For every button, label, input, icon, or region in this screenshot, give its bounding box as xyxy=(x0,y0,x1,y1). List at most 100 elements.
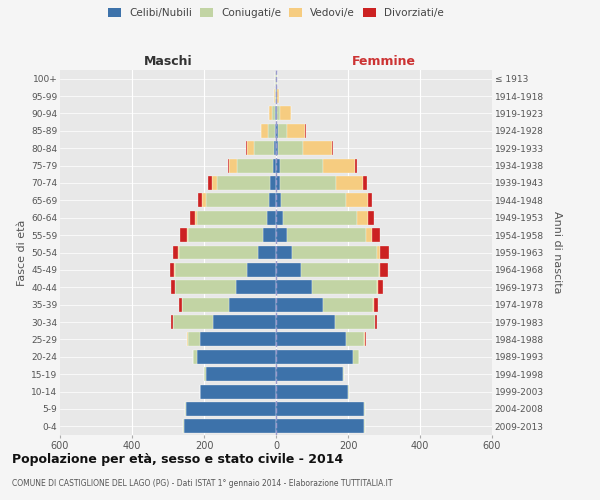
Bar xyxy=(206,194,269,207)
Bar xyxy=(275,106,276,120)
Bar xyxy=(323,158,355,172)
Bar xyxy=(208,176,212,190)
Bar xyxy=(348,384,349,398)
Bar xyxy=(346,332,364,346)
Bar xyxy=(276,89,277,103)
Bar xyxy=(366,228,373,242)
Bar xyxy=(276,176,280,190)
Bar xyxy=(332,142,333,155)
Bar xyxy=(373,228,380,242)
Bar xyxy=(213,315,276,329)
Bar xyxy=(171,315,173,329)
Bar xyxy=(355,158,357,172)
Bar xyxy=(323,298,373,312)
Bar xyxy=(276,106,277,120)
Bar xyxy=(343,367,344,381)
Bar xyxy=(335,315,375,329)
Legend: Celibi/Nubili, Coniugati/e, Vedovi/e, Divorziati/e: Celibi/Nubili, Coniugati/e, Vedovi/e, Di… xyxy=(108,8,444,18)
Text: Popolazione per età, sesso e stato civile - 2014: Popolazione per età, sesso e stato civil… xyxy=(12,452,343,466)
Bar xyxy=(276,298,323,312)
Bar xyxy=(200,332,276,346)
Bar xyxy=(269,106,272,120)
Bar xyxy=(276,211,283,224)
Bar xyxy=(276,332,346,346)
Bar xyxy=(195,211,197,224)
Bar xyxy=(353,350,359,364)
Bar xyxy=(276,420,364,434)
Bar xyxy=(287,124,305,138)
Bar xyxy=(277,106,280,120)
Bar xyxy=(258,246,276,260)
Bar xyxy=(276,367,343,381)
Bar xyxy=(188,332,200,346)
Bar xyxy=(170,280,175,294)
Bar xyxy=(276,280,312,294)
Bar xyxy=(188,228,263,242)
Bar xyxy=(276,384,348,398)
Text: Maschi: Maschi xyxy=(143,55,193,68)
Bar xyxy=(173,246,178,260)
Bar xyxy=(204,367,206,381)
Bar xyxy=(336,176,363,190)
Bar xyxy=(276,158,280,172)
Bar xyxy=(379,263,380,277)
Bar xyxy=(190,211,195,224)
Bar xyxy=(274,142,276,155)
Bar xyxy=(378,280,383,294)
Bar xyxy=(276,350,353,364)
Bar xyxy=(173,315,213,329)
Bar xyxy=(175,263,247,277)
Bar xyxy=(278,124,287,138)
Bar xyxy=(261,124,268,138)
Bar xyxy=(380,263,388,277)
Bar xyxy=(200,384,276,398)
Bar xyxy=(268,124,275,138)
Bar xyxy=(247,263,276,277)
Bar xyxy=(269,176,276,190)
Bar xyxy=(287,228,366,242)
Bar xyxy=(301,263,379,277)
Bar xyxy=(236,280,276,294)
Bar xyxy=(184,420,276,434)
Bar xyxy=(229,158,237,172)
Bar xyxy=(292,246,377,260)
Bar xyxy=(276,194,281,207)
Bar xyxy=(283,211,357,224)
Bar xyxy=(277,89,279,103)
Bar xyxy=(193,350,197,364)
Bar xyxy=(178,246,179,260)
Bar xyxy=(278,142,303,155)
Bar xyxy=(182,298,229,312)
Bar xyxy=(276,315,335,329)
Bar xyxy=(170,263,175,277)
Y-axis label: Anni di nascita: Anni di nascita xyxy=(553,211,562,294)
Bar xyxy=(228,158,229,172)
Bar xyxy=(303,142,332,155)
Bar xyxy=(276,124,278,138)
Bar xyxy=(380,246,389,260)
Bar xyxy=(280,176,336,190)
Bar xyxy=(276,402,364,416)
Bar xyxy=(269,194,276,207)
Bar xyxy=(202,194,206,207)
Bar xyxy=(312,280,377,294)
Bar xyxy=(346,194,368,207)
Bar xyxy=(186,402,276,416)
Bar xyxy=(179,298,182,312)
Bar xyxy=(374,298,378,312)
Bar xyxy=(373,298,374,312)
Bar xyxy=(247,142,254,155)
Bar xyxy=(280,158,323,172)
Text: COMUNE DI CASTIGLIONE DEL LAGO (PG) - Dati ISTAT 1° gennaio 2014 - Elaborazione : COMUNE DI CASTIGLIONE DEL LAGO (PG) - Da… xyxy=(12,479,392,488)
Bar xyxy=(206,367,276,381)
Bar xyxy=(357,211,368,224)
Bar xyxy=(280,106,291,120)
Bar xyxy=(276,263,301,277)
Bar xyxy=(376,315,377,329)
Bar xyxy=(368,211,374,224)
Bar xyxy=(275,124,276,138)
Bar xyxy=(274,89,275,103)
Bar xyxy=(364,402,365,416)
Bar xyxy=(364,420,365,434)
Bar xyxy=(197,350,276,364)
